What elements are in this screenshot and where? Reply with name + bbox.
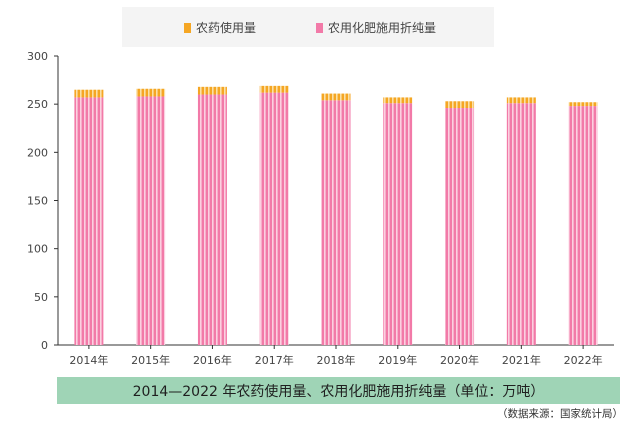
bar-pesticide [197,86,227,95]
x-tick-label: 2014年 [69,353,108,367]
bar-fertilizer [568,106,598,346]
x-tick-label: 2019年 [378,353,417,367]
bar-fertilizer [74,97,104,345]
chart-caption: 2014—2022 年农药使用量、农用化肥施用折纯量（单位：万吨） [57,377,620,404]
legend-swatch-pesticide [184,22,191,33]
bar-fertilizer [506,103,536,345]
x-tick-label: 2016年 [193,353,232,367]
y-tick-label: 0 [41,339,48,352]
legend-swatch-fertilizer [316,22,323,33]
bar-fertilizer [445,108,475,346]
chart-legend: 农药使用量 农用化肥施用折纯量 [122,7,494,47]
bar-fertilizer [136,96,166,346]
legend-label-pesticide: 农药使用量 [196,21,257,35]
legend-item-fertilizer: 农用化肥施用折纯量 [316,19,436,36]
y-tick-label: 50 [34,291,48,304]
bar-pesticide [136,88,166,97]
y-tick-label: 150 [27,195,48,208]
bar-fertilizer [197,94,227,346]
y-tick-label: 250 [27,98,48,111]
bar-pesticide [321,93,351,101]
x-tick-label: 2017年 [255,353,294,367]
bar-pesticide [259,85,289,93]
legend-item-pesticide: 农药使用量 [184,19,256,36]
x-tick-label: 2018年 [317,353,356,367]
bar-pesticide [74,89,104,98]
y-tick-label: 200 [27,146,48,159]
x-tick-label: 2020年 [440,353,479,367]
data-source-note: （数据来源：国家统计局） [497,408,623,420]
bar-fertilizer [259,92,289,346]
bar-fertilizer [383,103,413,345]
bar-pesticide [383,97,413,104]
bar-fertilizer [321,100,351,346]
bar-pesticide [568,102,598,107]
x-tick-label: 2021年 [502,353,541,367]
bar-pesticide [506,97,536,104]
x-tick-label: 2015年 [131,353,170,367]
legend-label-fertilizer: 农用化肥施用折纯量 [328,21,437,35]
x-tick-label: 2022年 [564,353,603,367]
y-tick-label: 100 [27,243,48,256]
y-tick-label: 300 [27,50,48,63]
bar-pesticide [445,101,475,109]
